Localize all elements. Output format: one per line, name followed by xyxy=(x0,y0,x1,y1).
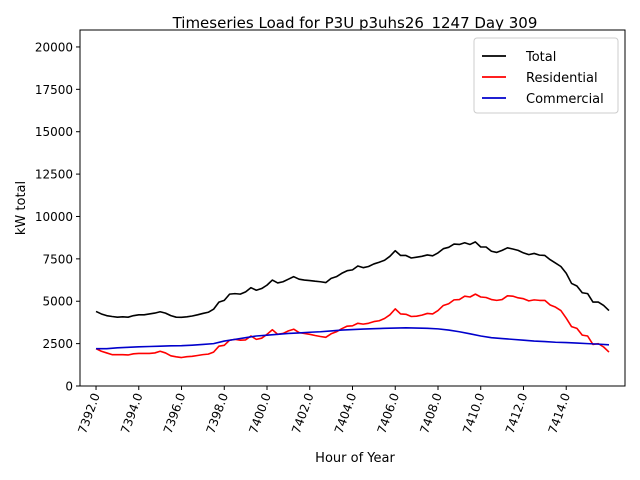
x-tick-label: 7410.0 xyxy=(460,391,488,435)
x-tick-label: 7396.0 xyxy=(161,391,189,435)
chart-title: Timeseries Load for P3U p3uhs26_1247 Day… xyxy=(172,14,538,33)
y-tick-label: 2500 xyxy=(42,337,73,351)
y-tick-label: 0 xyxy=(65,380,73,394)
y-axis-label: kW total xyxy=(14,181,29,235)
x-tick-label: 7408.0 xyxy=(417,391,445,435)
legend-label-total: Total xyxy=(525,50,556,65)
series-line-commercial xyxy=(96,327,610,350)
y-axis: 0 2500 5000 7500 10000 12500 15000 17500 20000 xyxy=(35,40,80,394)
series-layer xyxy=(95,241,610,359)
y-tick-label: 5000 xyxy=(42,295,73,309)
y-tick-label: 17500 xyxy=(35,83,73,97)
y-tick-label: 15000 xyxy=(35,125,73,139)
y-tick-label: 10000 xyxy=(35,210,73,224)
y-tick-label: 12500 xyxy=(35,168,73,182)
x-tick-label: 7400.0 xyxy=(246,391,274,435)
series-line-total xyxy=(95,241,610,319)
x-tick-label: 7394.0 xyxy=(118,391,146,435)
x-tick-label: 7406.0 xyxy=(375,391,403,435)
x-axis: 7392.0 7394.0 7396.0 7398.0 7400.0 7402.0 7404… xyxy=(75,386,573,435)
y-tick-label: 20000 xyxy=(35,40,73,54)
y-tick-label: 7500 xyxy=(42,252,73,266)
legend-label-residential: Residential xyxy=(526,71,598,86)
legend-box xyxy=(473,37,619,114)
x-tick-label: 7392.0 xyxy=(75,391,103,435)
x-tick-label: 7402.0 xyxy=(289,391,317,435)
x-tick-label: 7404.0 xyxy=(332,391,360,435)
legend-label-commercial: Commercial xyxy=(526,92,604,107)
x-tick-label: 7398.0 xyxy=(204,391,232,435)
x-tick-label: 7412.0 xyxy=(503,391,531,435)
x-tick-label: 7414.0 xyxy=(546,391,574,435)
legend: Total Residential Commercial xyxy=(473,37,619,114)
series-line-residential xyxy=(95,293,610,359)
x-axis-label: Hour of Year xyxy=(315,451,395,466)
